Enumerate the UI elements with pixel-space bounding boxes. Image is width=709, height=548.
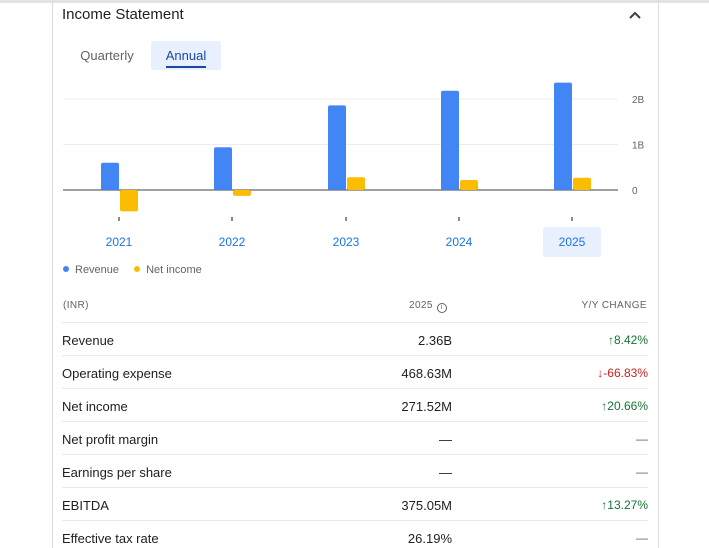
row-value: — [439, 432, 452, 447]
arrow-up-icon: ↑ [601, 399, 608, 413]
row-change-value: 13.27% [607, 498, 648, 512]
revenue-bar-2021[interactable] [101, 162, 119, 190]
y-tick-label: 0 [632, 186, 638, 197]
x-tick-label-2025[interactable]: 2025 [543, 227, 601, 257]
info-icon[interactable]: i [436, 303, 447, 313]
arrow-up-icon: ↑ [601, 498, 608, 512]
row-value: 375.05M [401, 498, 452, 513]
arrow-up-icon: ↑ [607, 333, 614, 347]
y-tick-label: 1B [632, 141, 645, 152]
legend-net-income: Net income [134, 264, 202, 276]
row-label: Net income [62, 399, 128, 414]
row-change-value: — [636, 432, 648, 446]
row-change: ↑20.66% [601, 399, 648, 413]
net-income-bar-2024[interactable] [460, 179, 478, 190]
legend-revenue-dot [63, 266, 69, 272]
row-change: ↑13.27% [601, 498, 648, 512]
row-value: — [439, 465, 452, 480]
legend-revenue-label: Revenue [75, 264, 120, 276]
row-value: 468.63M [401, 366, 452, 381]
income-statement-card [52, 0, 659, 548]
header-year: 2025 i [409, 300, 447, 313]
table-row: Revenue 2.36B ↑8.42% [62, 322, 648, 355]
card-title: Income Statement [62, 6, 184, 23]
net-income-bar-2023[interactable] [347, 177, 365, 190]
x-tick-label-2022[interactable]: 2022 [218, 235, 246, 249]
chevron-up-icon[interactable] [628, 9, 642, 21]
row-change: — [636, 432, 648, 446]
table-row: Earnings per share — — [62, 454, 648, 487]
x-tick-label-2021[interactable]: 2021 [105, 235, 133, 249]
table-row: EBITDA 375.05M ↑13.27% [62, 487, 648, 520]
top-divider [0, 0, 709, 3]
row-value: 2.36B [418, 333, 452, 348]
row-change: — [636, 465, 648, 479]
net-income-bar-2022[interactable] [233, 190, 251, 196]
net-income-bar-2025[interactable] [573, 177, 591, 190]
legend-net-income-label: Net income [146, 264, 202, 276]
row-value: 271.52M [401, 399, 452, 414]
chart-legend: Revenue Net income [63, 264, 214, 276]
row-change: ↓-66.83% [597, 366, 648, 380]
table-row: Net income 271.52M ↑20.66% [62, 388, 648, 421]
row-value: 26.19% [407, 531, 452, 546]
revenue-bar-2025[interactable] [554, 82, 572, 190]
arrow-down-icon: ↓ [597, 366, 604, 380]
x-tick-label-2024[interactable]: 2024 [445, 235, 473, 249]
row-label: Net profit margin [62, 432, 159, 447]
row-change-value: — [636, 531, 648, 545]
row-label: Earnings per share [62, 465, 172, 480]
revenue-bar-2023[interactable] [328, 105, 346, 190]
row-label: EBITDA [62, 498, 109, 513]
row-change-value: -66.83% [603, 366, 648, 380]
row-change: — [636, 531, 648, 545]
revenue-bar-2024[interactable] [441, 90, 459, 190]
row-label: Operating expense [62, 366, 172, 381]
row-change-value: 8.42% [613, 333, 648, 347]
y-tick-label: 2B [632, 95, 645, 106]
row-label: Effective tax rate [62, 531, 159, 546]
tab-quarterly[interactable]: Quarterly [80, 48, 134, 63]
tab-underline [166, 66, 206, 68]
revenue-bar-2022[interactable] [214, 147, 232, 190]
table-row: Net profit margin — — [62, 421, 648, 454]
income-bar-chart: 2B 1B 0 [63, 82, 645, 221]
row-change: ↑8.42% [608, 333, 648, 347]
legend-net-income-dot [134, 266, 141, 272]
legend-revenue: Revenue [63, 264, 119, 276]
net-income-bar-2021[interactable] [120, 190, 138, 212]
row-change-value: 20.66% [607, 399, 648, 413]
table-row: Operating expense 468.63M ↓-66.83% [62, 355, 648, 388]
header-yy-change: Y/Y CHANGE [581, 300, 647, 311]
header-currency: (INR) [63, 300, 89, 311]
header-year-label: 2025 [409, 300, 433, 311]
table-row: Effective tax rate 26.19% — [62, 520, 648, 548]
row-label: Revenue [62, 333, 115, 348]
row-change-value: — [636, 465, 648, 479]
x-tick-label-2023[interactable]: 2023 [332, 235, 360, 249]
tab-annual-label: Annual [165, 48, 207, 63]
tab-annual[interactable]: Annual [151, 41, 221, 70]
